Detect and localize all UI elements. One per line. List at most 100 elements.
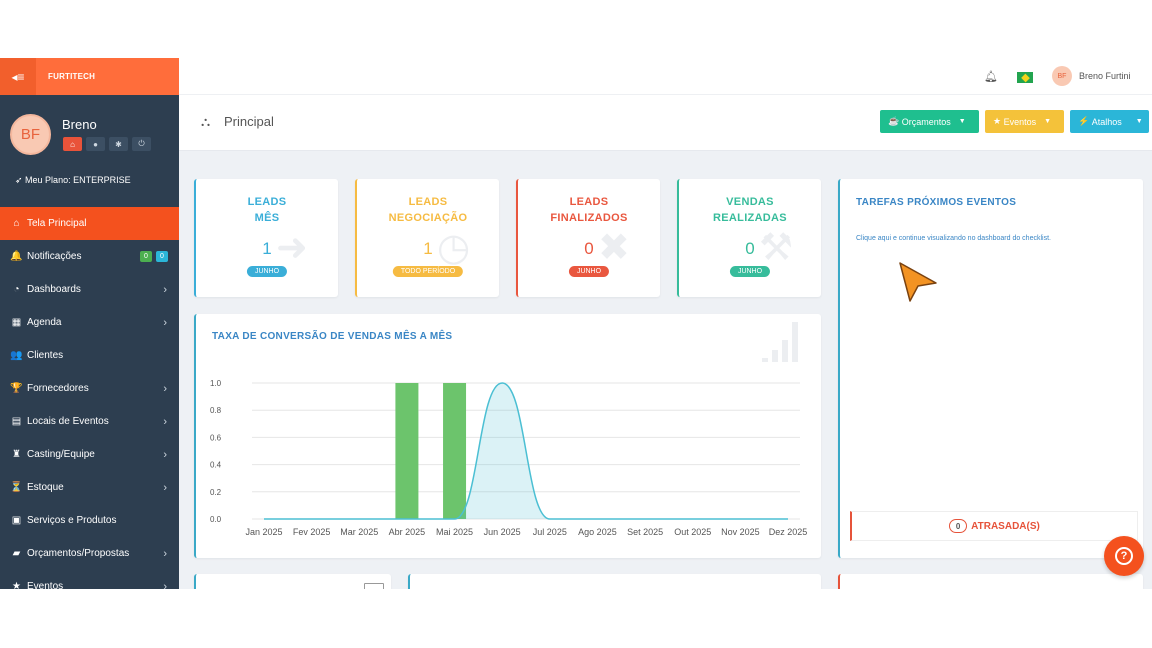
overdue-label: ATRASADA(S)	[971, 520, 1040, 532]
star-icon: ★	[993, 116, 1004, 126]
sidebar-item-label: Fornecedores	[27, 383, 89, 394]
home-icon: ⌂	[13, 218, 20, 229]
sidebar-item[interactable]: ▰ Orçamentos/Propostas ›	[0, 537, 179, 570]
stat-period-badge: TODO PERÍODO	[392, 266, 464, 277]
sidebar-item[interactable]: ▦ Agenda ›	[0, 306, 179, 339]
x-tick-label: Out 2025	[674, 527, 711, 537]
sidebar-item-label: Dashboards	[27, 284, 81, 295]
sidebar-item-label: Casting/Equipe	[27, 449, 95, 460]
sidebar-item-label: Estoque	[27, 482, 64, 493]
sidebar-item[interactable]: ⌂ Tela Principal	[0, 207, 179, 240]
overdue-count: 0	[949, 519, 968, 533]
x-tick-label: Jun 2025	[484, 527, 521, 537]
stat-card[interactable]: ⚒ VENDAS REALIZADAS 0 JUNHO	[677, 179, 821, 297]
bar	[443, 383, 467, 519]
avatar[interactable]: BF	[1052, 66, 1072, 86]
sidebar-item[interactable]: ⏳ Estoque ›	[0, 471, 179, 504]
bell-icon: 🔔	[10, 251, 23, 262]
checklist-link[interactable]: Clique aqui e continue visualizando no d…	[856, 235, 1051, 242]
profile-name: Breno	[62, 117, 97, 132]
brand-bar: ◂≡ FURTITECH	[0, 58, 179, 95]
stat-label-line1: LEADS	[408, 196, 448, 208]
sidebar: ◂≡ FURTITECH BF Breno ⌂ ● ✱ ⏻ ➶ Meu Plan…	[0, 58, 179, 589]
stat-value: 0	[745, 239, 755, 258]
mouse-cursor-icon	[899, 262, 937, 302]
sidebar-item-label: Eventos	[27, 581, 64, 589]
sidebar-item[interactable]: ▤ Locais de Eventos ›	[0, 405, 179, 438]
stat-value: 0	[584, 239, 594, 258]
briefcase-icon: ▰	[12, 548, 21, 559]
home-icon[interactable]: ⌂	[63, 137, 82, 151]
atalhos-button[interactable]: ⚡ Atalhos ▼	[1070, 110, 1149, 133]
avatar[interactable]: BF	[10, 114, 51, 155]
x-tick-label: Dez 2025	[769, 527, 808, 537]
bell-icon[interactable]: 🔔︎	[984, 71, 998, 83]
x-tick-label: Jan 2025	[245, 527, 282, 537]
notification-count-badge: 0	[156, 251, 168, 262]
stat-label-line1: VENDAS	[726, 196, 774, 208]
sidebar-item[interactable]: ◔ Dashboards ›	[0, 273, 179, 306]
stat-label: LEADS MÊS	[196, 194, 338, 226]
notification-count-badge: 0	[140, 251, 152, 262]
profile-panel: BF Breno ⌂ ● ✱ ⏻ ➶ Meu Plano: ENTERPRISE	[0, 95, 179, 207]
stat-label: LEADS FINALIZADOS	[518, 194, 660, 226]
plan-text: Meu Plano: ENTERPRISE	[25, 175, 131, 185]
x-tick-label: Ago 2025	[578, 527, 617, 537]
stat-period-badge: JUNHO	[246, 266, 288, 277]
sidebar-item-label: Serviços e Produtos	[27, 515, 117, 526]
stat-value: 1	[262, 239, 272, 258]
brand-name: FURTITECH	[48, 72, 96, 81]
orcamentos-label: Orçamentos	[901, 116, 951, 127]
chart-title: TAXA DE CONVERSÃO DE VENDAS MÊS A MÊS	[212, 331, 453, 342]
stat-label-line1: LEADS	[247, 196, 287, 208]
caret-down-icon: ▼	[958, 118, 966, 125]
power-icon[interactable]: ⏻	[132, 137, 151, 151]
filter-icon: ⏳	[10, 482, 23, 493]
caret-down-icon: ▼	[1044, 118, 1052, 125]
stat-period-badge: JUNHO	[568, 266, 610, 277]
profile-actions: ⌂ ● ✱ ⏻	[63, 137, 151, 151]
stat-card[interactable]: ✖ LEADS FINALIZADOS 0 JUNHO	[516, 179, 660, 297]
calendar-icon[interactable]	[364, 583, 384, 589]
user-name[interactable]: Breno Furtini	[1079, 71, 1131, 81]
stat-card[interactable]: ➜ LEADS MÊS 1 JUNHO	[194, 179, 338, 297]
sidebar-item-label: Tela Principal	[27, 218, 87, 229]
sidebar-item[interactable]: ▣ Serviços e Produtos	[0, 504, 179, 537]
user-icon[interactable]: ●	[86, 137, 105, 151]
flag-icon[interactable]	[1017, 72, 1033, 83]
overdue-badge[interactable]: 0 ATRASADA(S)	[850, 511, 1138, 541]
star-icon: ★	[12, 581, 21, 589]
orcamentos-button[interactable]: ☕ Orçamentos ▼	[880, 110, 979, 133]
chevron-right-icon: ›	[163, 283, 167, 296]
sitemap-icon: ⛬	[201, 114, 211, 129]
chevron-right-icon: ›	[163, 481, 167, 494]
sidebar-item[interactable]: 👥 Clientes	[0, 339, 179, 372]
sidebar-item-label: Locais de Eventos	[27, 416, 109, 427]
stat-watermark-icon: ➜	[276, 227, 308, 269]
tasks-card: TAREFAS PRÓXIMOS EVENTOS Clique aqui e c…	[838, 179, 1143, 558]
sidebar-item[interactable]: 🏆 Fornecedores ›	[0, 372, 179, 405]
y-tick-label: 0.2	[210, 488, 222, 497]
page-header: ⛬ Principal ☕ Orçamentos ▼ ★ Eventos ▼ ⚡ A…	[179, 95, 1152, 151]
stat-label-line2: REALIZADAS	[713, 212, 787, 224]
stat-card[interactable]: ◷ LEADS NEGOCIAÇÃO 1 TODO PERÍODO	[355, 179, 499, 297]
sidebar-item[interactable]: ★ Eventos ›	[0, 570, 179, 590]
series-line	[264, 382, 788, 520]
chevron-right-icon: ›	[163, 547, 167, 560]
sidebar-item[interactable]: 🔔 Notificações 0 0	[0, 240, 179, 273]
gear-icon[interactable]: ✱	[109, 137, 128, 151]
x-tick-label: Mai 2025	[436, 527, 473, 537]
menu-toggle-icon[interactable]: ◂≡	[0, 58, 36, 95]
bar	[395, 383, 419, 519]
eventos-button[interactable]: ★ Eventos ▼	[985, 110, 1064, 133]
bolt-icon: ⚡	[1078, 116, 1092, 126]
stat-label: LEADS NEGOCIAÇÃO	[357, 194, 499, 226]
x-tick-label: Jul 2025	[533, 527, 567, 537]
users-icon: 👥	[10, 350, 23, 361]
page-title: Principal	[224, 114, 274, 129]
help-button[interactable]: ?	[1104, 536, 1144, 576]
chevron-right-icon: ›	[163, 415, 167, 428]
conversion-chart-card: TAXA DE CONVERSÃO DE VENDAS MÊS A MÊS 0.…	[194, 314, 821, 558]
sidebar-item[interactable]: ♜ Casting/Equipe ›	[0, 438, 179, 471]
plan-label: ➶ Meu Plano: ENTERPRISE	[15, 175, 131, 185]
